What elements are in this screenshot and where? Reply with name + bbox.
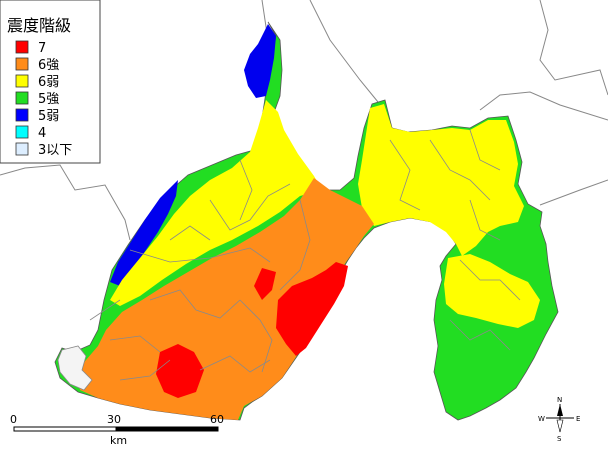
compass-n: N	[557, 396, 562, 404]
legend-swatch	[15, 142, 29, 156]
legend-swatch	[15, 108, 29, 122]
north-arrow-icon	[557, 404, 563, 416]
zone-6-weak-izu-south	[444, 254, 540, 328]
legend-label: 5弱	[38, 109, 59, 124]
legend-label: 3以下	[38, 143, 72, 158]
intensity-zones	[54, 21, 559, 421]
scale-tick-60: 60	[210, 413, 224, 426]
legend-swatch	[15, 91, 29, 105]
zone-6-weak-west	[110, 100, 322, 306]
zone-6-weak-izu	[358, 104, 524, 256]
zone-5-weak-west	[110, 180, 178, 286]
legend-swatch	[15, 74, 29, 88]
municipal-boundaries	[89, 129, 521, 381]
zone-7-west	[156, 344, 204, 398]
zone-7-inner	[254, 268, 276, 300]
zone-5-weak-north	[244, 24, 276, 98]
legend: 震度階級 7 6強 6弱 5強 5弱 4 3以下	[0, 0, 101, 164]
scale-tick-30: 30	[107, 413, 121, 426]
compass-e: E	[576, 415, 580, 423]
legend-swatch	[15, 125, 29, 139]
scale-segment-black	[115, 426, 219, 432]
zone-6-strong	[76, 178, 374, 420]
scale-unit: km	[110, 434, 127, 447]
south-arrow-icon	[556, 419, 564, 433]
compass-s: S	[557, 435, 562, 443]
legend-label: 6弱	[38, 75, 59, 90]
scale-segment-white	[13, 426, 117, 432]
legend-title: 震度階級	[7, 16, 71, 35]
legend-label: 7	[38, 41, 46, 56]
lake	[57, 345, 93, 391]
zone-7-coast	[276, 262, 348, 356]
legend-label: 5強	[38, 92, 59, 107]
scale-tick-0: 0	[10, 413, 17, 426]
legend-label: 6強	[38, 58, 59, 73]
compass-w: W	[538, 415, 545, 423]
scale-bar: 0 30 60 km	[10, 413, 224, 447]
compass-rose: N S E W	[538, 396, 580, 443]
legend-swatch	[15, 40, 29, 54]
legend-swatch	[15, 57, 29, 71]
legend-label: 4	[38, 126, 46, 141]
